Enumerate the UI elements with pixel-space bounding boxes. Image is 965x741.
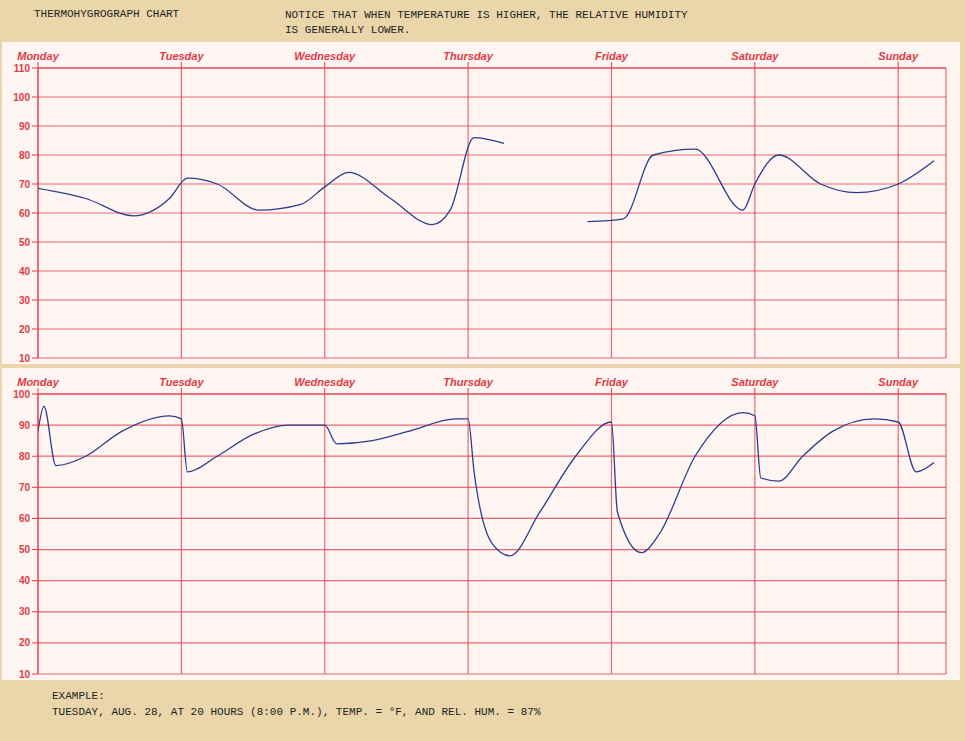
html-text:TUESDAY, AUG. 28, AT 20 HOURS: TUESDAY, AUG. 28, AT 20 HOURS (8:00 P.M.… — [52, 706, 541, 718]
svg-text:Wednesday: Wednesday — [294, 50, 356, 62]
svg-text:Friday: Friday — [595, 376, 629, 388]
svg-text:Thursday: Thursday — [443, 50, 493, 62]
svg-text:90: 90 — [19, 121, 31, 132]
svg-text:60: 60 — [19, 208, 31, 219]
svg-text:90: 90 — [19, 420, 31, 431]
svg-text:70: 70 — [19, 482, 31, 493]
html-text:EXAMPLE:: EXAMPLE: — [52, 690, 105, 702]
svg-text:50: 50 — [19, 237, 31, 248]
svg-text:100: 100 — [13, 389, 30, 400]
svg-text:Monday: Monday — [17, 376, 59, 388]
svg-text:10: 10 — [19, 669, 31, 680]
svg-text:Sunday: Sunday — [878, 376, 919, 388]
svg-text:80: 80 — [19, 150, 31, 161]
svg-text:110: 110 — [14, 63, 31, 74]
svg-text:Saturday: Saturday — [731, 376, 779, 388]
svg-text:50: 50 — [19, 544, 31, 555]
svg-text:Wednesday: Wednesday — [294, 376, 356, 388]
svg-text:Sunday: Sunday — [878, 50, 919, 62]
svg-text:40: 40 — [19, 575, 31, 586]
svg-text:Friday: Friday — [595, 50, 629, 62]
svg-text:Saturday: Saturday — [731, 50, 779, 62]
svg-text:60: 60 — [19, 513, 31, 524]
svg-text:20: 20 — [19, 324, 31, 335]
svg-text:30: 30 — [19, 606, 31, 617]
svg-text:Monday: Monday — [17, 50, 59, 62]
svg-text:Thursday: Thursday — [443, 376, 493, 388]
html-text:NOTICE THAT WHEN TEMPERATURE I: NOTICE THAT WHEN TEMPERATURE IS HIGHER, … — [285, 9, 688, 36]
svg-text:Tuesday: Tuesday — [159, 50, 204, 62]
html-text:THERMOHYGROGRAPH CHART: THERMOHYGROGRAPH CHART — [34, 8, 180, 20]
svg-text:30: 30 — [19, 295, 31, 306]
svg-text:100: 100 — [13, 92, 30, 103]
svg-text:20: 20 — [19, 637, 31, 648]
svg-text:80: 80 — [19, 451, 31, 462]
svg-text:Tuesday: Tuesday — [159, 376, 204, 388]
svg-text:70: 70 — [19, 179, 31, 190]
svg-text:40: 40 — [19, 266, 31, 277]
svg-text:10: 10 — [19, 353, 31, 364]
